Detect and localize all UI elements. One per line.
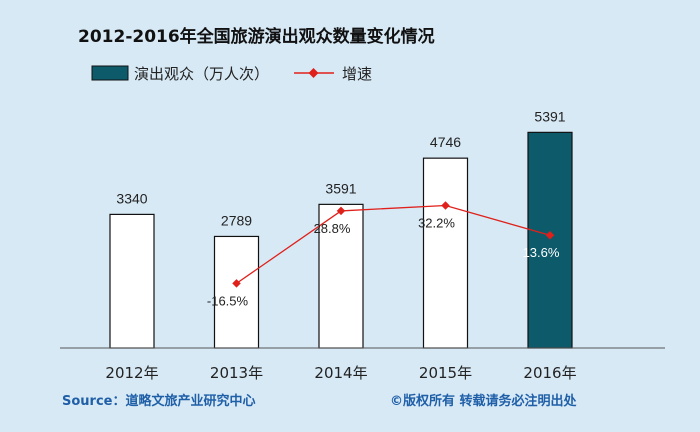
x-tick-label-3: 2015年 xyxy=(419,364,472,382)
bars-layer: 3340 2789 3591 4746 5391 xyxy=(109,108,573,349)
legend-label-bar: 演出观众（万人次） xyxy=(134,65,269,83)
x-tick-label-4: 2016年 xyxy=(523,364,576,382)
chart-title: 2012-2016年全国旅游演出观众数量变化情况 xyxy=(78,26,435,47)
rate-line-layer: -16.5% 28.8% 32.2% 13.6% xyxy=(207,201,560,308)
rate-point-1 xyxy=(232,279,241,288)
source-text: Source：道略文旅产业研究中心 xyxy=(62,393,255,409)
rate-label-3: 32.2% xyxy=(418,215,455,230)
bar-2 xyxy=(318,203,364,349)
legend: 演出观众（万人次） 增速 xyxy=(91,65,372,83)
rate-label-4: 13.6% xyxy=(523,245,560,260)
legend-label-rate: 增速 xyxy=(342,65,372,83)
bar-0 xyxy=(109,213,155,349)
legend-marker-rate xyxy=(308,68,319,78)
x-tick-label-1: 2013年 xyxy=(210,364,263,382)
rate-line xyxy=(236,204,551,284)
bar-value-label-2: 3591 xyxy=(325,180,356,196)
bar-value-label-4: 5391 xyxy=(534,108,565,124)
legend-swatch-bar xyxy=(91,65,129,81)
x-tick-label-2: 2014年 xyxy=(314,364,367,382)
bar-value-label-3: 4746 xyxy=(430,134,461,150)
x-tick-labels: 2012年 2013年 2014年 2015年 2016年 xyxy=(105,364,576,382)
rate-point-3 xyxy=(441,201,450,210)
bar-value-label-0: 3340 xyxy=(116,190,147,206)
rate-label-2: 28.8% xyxy=(314,221,351,236)
bar-1 xyxy=(213,235,260,349)
rate-label-1: -16.5% xyxy=(207,293,249,308)
rate-point-2 xyxy=(336,206,346,216)
bar-3 xyxy=(422,157,469,349)
x-tick-label-0: 2012年 xyxy=(105,364,158,382)
copyright-text: ©版权所有 转载请务必注明出处 xyxy=(390,393,578,409)
bar-4 xyxy=(527,131,573,349)
bar-value-label-1: 2789 xyxy=(221,212,252,228)
